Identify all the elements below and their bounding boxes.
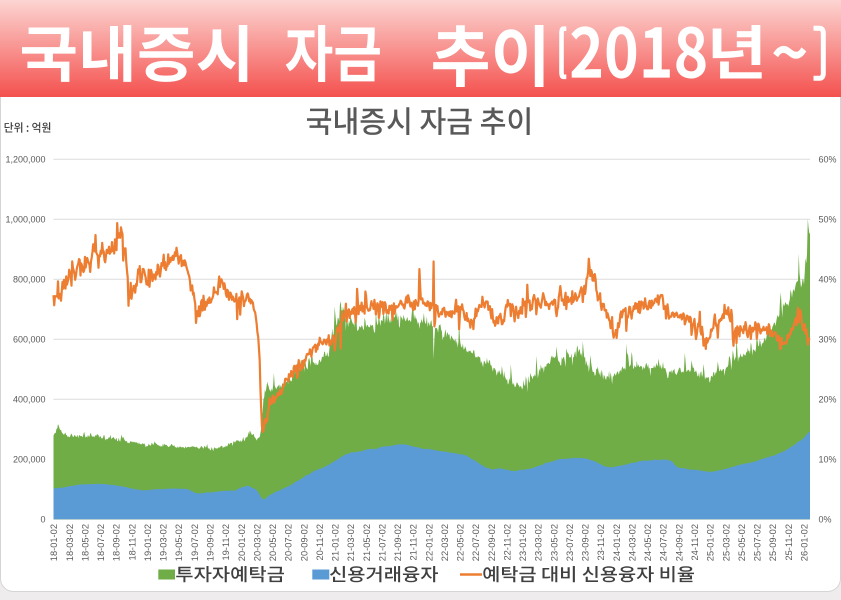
- svg-text:1,200,000: 1,200,000: [5, 155, 45, 165]
- svg-text:1,000,000: 1,000,000: [5, 215, 45, 225]
- svg-text:22-01-02: 22-01-02: [424, 524, 434, 561]
- svg-text:21-07-02: 21-07-02: [377, 524, 387, 561]
- svg-text:0: 0: [40, 515, 45, 525]
- svg-text:20-11-02: 20-11-02: [315, 524, 325, 561]
- svg-text:25-07-02: 25-07-02: [753, 524, 763, 561]
- svg-text:26-01-02: 26-01-02: [799, 524, 809, 561]
- svg-text:23-05-02: 23-05-02: [549, 524, 559, 561]
- svg-text:20-05-02: 20-05-02: [268, 524, 278, 561]
- svg-text:18-03-02: 18-03-02: [65, 524, 75, 561]
- svg-text:21-05-02: 21-05-02: [362, 524, 372, 561]
- svg-text:18-07-02: 18-07-02: [96, 524, 106, 561]
- svg-text:21-01-02: 21-01-02: [331, 524, 341, 561]
- svg-text:40%: 40%: [819, 275, 837, 285]
- svg-text:24-03-02: 24-03-02: [628, 524, 638, 561]
- svg-text:25-01-02: 25-01-02: [706, 524, 716, 561]
- svg-text:25-03-02: 25-03-02: [721, 524, 731, 561]
- svg-text:400,000: 400,000: [13, 395, 46, 405]
- svg-text:19-11-02: 19-11-02: [221, 524, 231, 561]
- svg-text:23-07-02: 23-07-02: [565, 524, 575, 561]
- svg-text:24-05-02: 24-05-02: [643, 524, 653, 561]
- svg-text:23-01-02: 23-01-02: [518, 524, 528, 561]
- svg-text:21-11-02: 21-11-02: [409, 524, 419, 561]
- svg-text:20-01-02: 20-01-02: [237, 524, 247, 561]
- svg-text:23-09-02: 23-09-02: [581, 524, 591, 561]
- svg-text:20-09-02: 20-09-02: [299, 524, 309, 561]
- svg-text:200,000: 200,000: [13, 455, 46, 465]
- svg-text:22-05-02: 22-05-02: [456, 524, 466, 561]
- svg-text:22-09-02: 22-09-02: [487, 524, 497, 561]
- svg-text:24-07-02: 24-07-02: [659, 524, 669, 561]
- svg-text:20%: 20%: [819, 395, 837, 405]
- svg-text:18-05-02: 18-05-02: [81, 524, 91, 561]
- svg-text:19-03-02: 19-03-02: [159, 524, 169, 561]
- svg-text:0%: 0%: [819, 515, 832, 525]
- svg-text:21-09-02: 21-09-02: [393, 524, 403, 561]
- svg-text:50%: 50%: [819, 215, 837, 225]
- svg-text:18-11-02: 18-11-02: [127, 524, 137, 561]
- svg-text:19-09-02: 19-09-02: [206, 524, 216, 561]
- svg-text:25-05-02: 25-05-02: [737, 524, 747, 561]
- svg-text:18-09-02: 18-09-02: [112, 524, 122, 561]
- svg-text:25-09-02: 25-09-02: [768, 524, 778, 561]
- svg-text:19-01-02: 19-01-02: [143, 524, 153, 561]
- svg-text:22-11-02: 22-11-02: [502, 524, 512, 561]
- svg-text:30%: 30%: [819, 335, 837, 345]
- svg-text:23-11-02: 23-11-02: [596, 524, 606, 561]
- svg-text:18-01-02: 18-01-02: [49, 524, 59, 561]
- svg-text:24-11-02: 24-11-02: [690, 524, 700, 561]
- svg-text:800,000: 800,000: [13, 275, 46, 285]
- svg-text:10%: 10%: [819, 455, 837, 465]
- svg-text:25-11-02: 25-11-02: [784, 524, 794, 561]
- svg-text:22-03-02: 22-03-02: [440, 524, 450, 561]
- svg-text:20-07-02: 20-07-02: [284, 524, 294, 561]
- svg-text:600,000: 600,000: [13, 335, 46, 345]
- svg-text:21-03-02: 21-03-02: [346, 524, 356, 561]
- svg-text:24-09-02: 24-09-02: [674, 524, 684, 561]
- svg-text:22-07-02: 22-07-02: [471, 524, 481, 561]
- svg-text:24-01-02: 24-01-02: [612, 524, 622, 561]
- svg-text:20-03-02: 20-03-02: [252, 524, 262, 561]
- svg-text:19-07-02: 19-07-02: [190, 524, 200, 561]
- svg-text:60%: 60%: [819, 155, 837, 165]
- svg-text:19-05-02: 19-05-02: [174, 524, 184, 561]
- svg-text:23-03-02: 23-03-02: [534, 524, 544, 561]
